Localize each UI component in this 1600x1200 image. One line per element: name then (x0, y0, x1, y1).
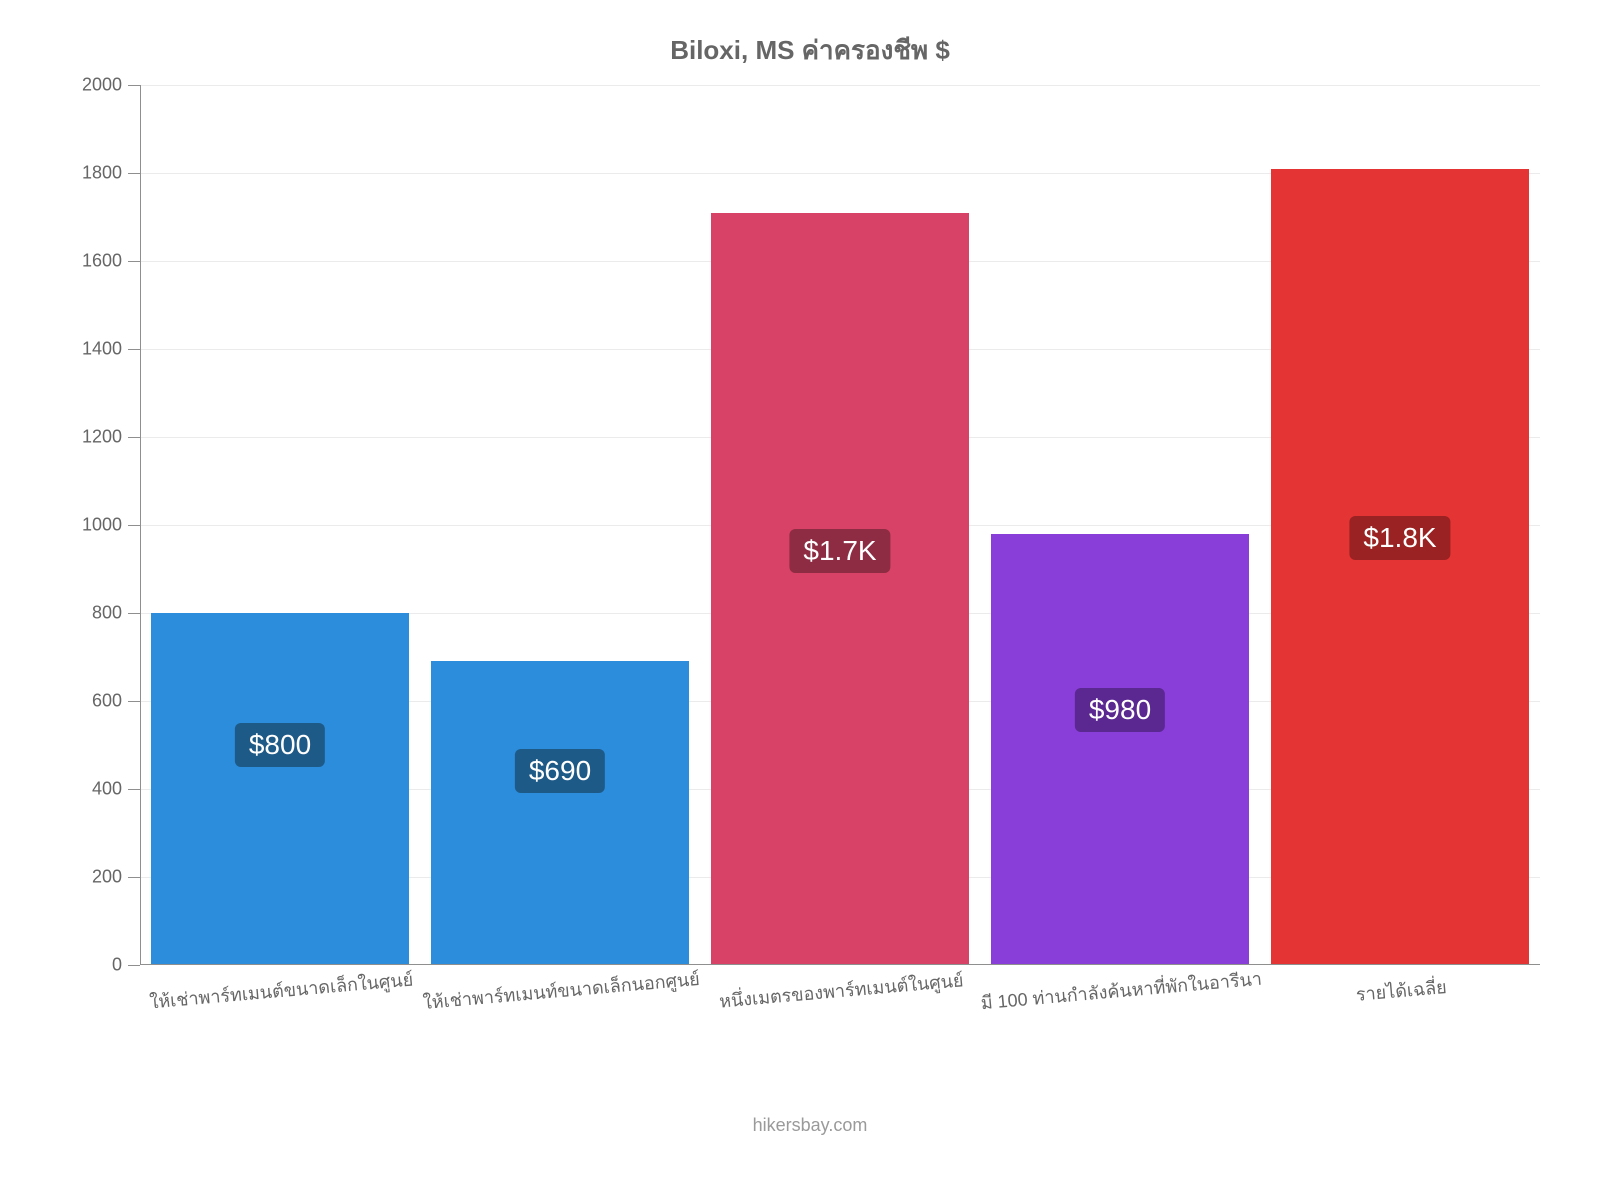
y-tick (128, 613, 140, 614)
y-tick (128, 261, 140, 262)
x-category-label: ให้เช่าพาร์ทเมนท์ขนาดเล็กนอกศูนย์ (422, 964, 701, 1017)
x-label-row: ให้เช่าพาร์ทเมนต์ขนาดเล็กในศูนย์ให้เช่าพ… (140, 970, 1540, 1050)
y-tick (128, 85, 140, 86)
y-tick (128, 965, 140, 966)
gridline (140, 85, 1540, 86)
bar (711, 213, 969, 965)
bar (431, 661, 689, 965)
bar-value-label: $1.8K (1349, 516, 1450, 560)
y-tick-label: 200 (52, 867, 122, 888)
y-tick-label: 1000 (52, 515, 122, 536)
y-axis (140, 85, 141, 965)
y-tick-label: 1400 (52, 339, 122, 360)
plot-area: 0200400600800100012001400160018002000$80… (140, 85, 1540, 965)
chart-title: Biloxi, MS ค่าครองชีพ $ (70, 30, 1550, 71)
x-category-label: มี 100 ท่านกำลังค้นหาที่พักในอารีนา (980, 964, 1264, 1017)
y-tick (128, 349, 140, 350)
x-category-label: รายได้เฉลี่ย (1355, 972, 1448, 1009)
bar-value-label: $690 (515, 749, 605, 793)
bar-value-label: $1.7K (789, 529, 890, 573)
y-tick-label: 800 (52, 603, 122, 624)
y-tick (128, 437, 140, 438)
x-category-label: ให้เช่าพาร์ทเมนต์ขนาดเล็กในศูนย์ (148, 964, 414, 1016)
bar (1271, 169, 1529, 965)
bar-value-label: $800 (235, 723, 325, 767)
y-tick (128, 789, 140, 790)
cost-of-living-chart: Biloxi, MS ค่าครองชีพ $ 0200400600800100… (70, 30, 1550, 1070)
y-tick-label: 1200 (52, 427, 122, 448)
y-tick (128, 701, 140, 702)
y-tick (128, 173, 140, 174)
y-tick-label: 0 (52, 955, 122, 976)
y-tick-label: 600 (52, 691, 122, 712)
y-tick-label: 1800 (52, 163, 122, 184)
y-tick-label: 2000 (52, 75, 122, 96)
y-tick (128, 877, 140, 878)
y-tick-label: 400 (52, 779, 122, 800)
bar (991, 534, 1249, 965)
bar (151, 613, 409, 965)
x-category-label: หนึ่งเมตรของพาร์ทเมนต์ในศูนย์ (718, 965, 965, 1015)
x-axis (140, 964, 1540, 965)
y-tick (128, 525, 140, 526)
bar-value-label: $980 (1075, 688, 1165, 732)
chart-attribution: hikersbay.com (70, 1115, 1550, 1136)
y-tick-label: 1600 (52, 251, 122, 272)
